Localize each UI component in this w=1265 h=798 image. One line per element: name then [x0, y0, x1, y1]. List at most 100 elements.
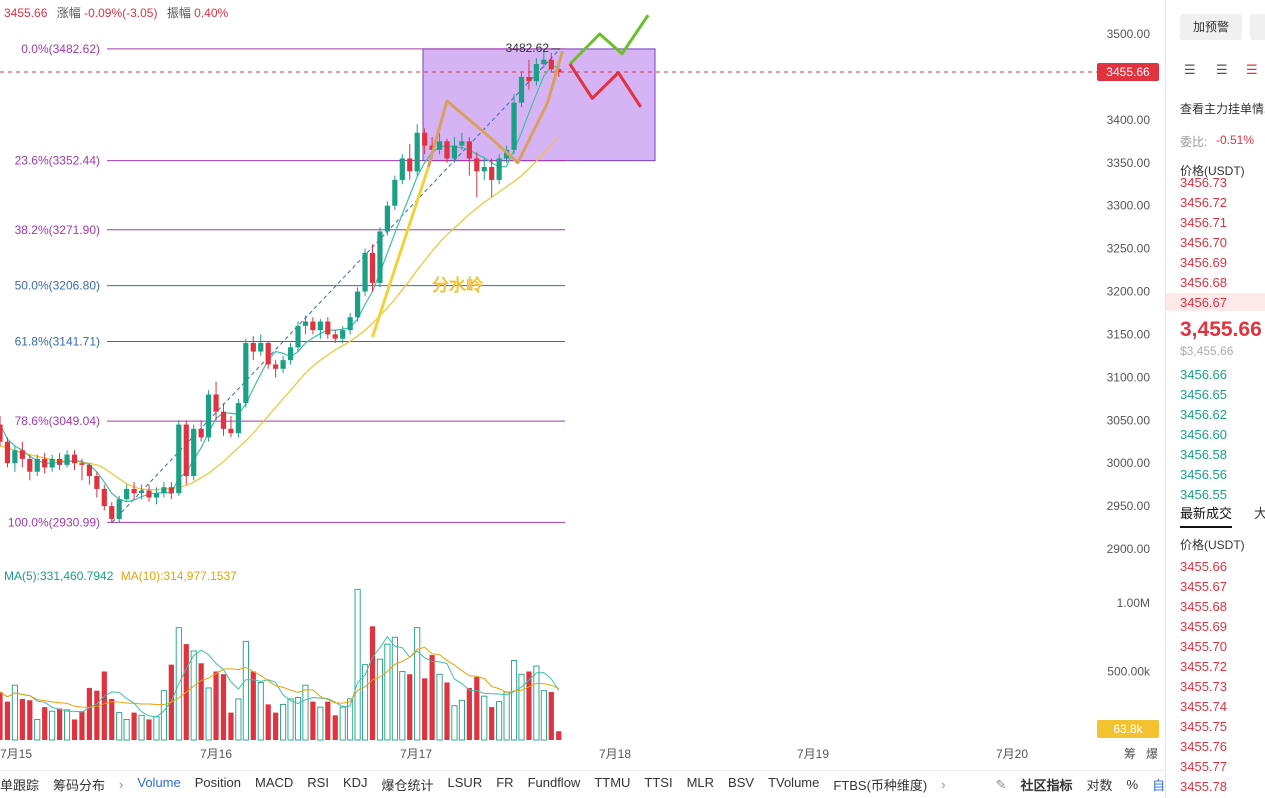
- volume-bar: [123, 719, 130, 741]
- volume-bar: [220, 674, 227, 740]
- candle: [191, 428, 197, 477]
- volume-bar: [376, 658, 384, 741]
- ticker-info: 3455.66 涨幅 -0.09%(-3.05) 振幅 0.40%: [4, 4, 228, 21]
- indicator-tab[interactable]: TVolume: [768, 775, 820, 790]
- highlight-row: [1166, 293, 1265, 311]
- depth-both-icon[interactable]: ☰: [1184, 62, 1196, 77]
- edit-icon[interactable]: ✎: [995, 776, 1007, 792]
- candle: [183, 424, 189, 477]
- trade-price: 3455.66: [1180, 559, 1227, 574]
- volume-bar: [399, 671, 406, 741]
- volume-bar: [0, 692, 3, 740]
- candle: [64, 454, 70, 465]
- more-button[interactable]: [1250, 14, 1265, 40]
- community-indicators-link[interactable]: 社区指标: [1020, 778, 1073, 793]
- candle: [0, 424, 3, 442]
- candle: [414, 132, 420, 172]
- trade-price: 3455.68: [1180, 599, 1227, 614]
- volume-bar: [407, 674, 413, 740]
- candle: [436, 141, 443, 150]
- volume-bar: [540, 690, 547, 741]
- indicator-tab[interactable]: FR: [496, 775, 514, 790]
- indicator-tab[interactable]: KDJ: [342, 775, 368, 790]
- candle: [228, 428, 234, 434]
- depth-bids-icon[interactable]: ☰: [1216, 62, 1228, 77]
- candle: [384, 205, 390, 232]
- y-axis-tick-label: 3400.00: [1107, 113, 1151, 127]
- candle: [12, 450, 18, 464]
- candle: [332, 334, 338, 339]
- indicator-tab[interactable]: TTMU: [594, 775, 631, 790]
- volume-bar: [466, 687, 472, 740]
- volume-bar: [310, 701, 316, 740]
- bid-price: 3456.60: [1180, 427, 1227, 442]
- change-value: -0.09%(-3.05): [84, 6, 158, 20]
- depth-asks-icon[interactable]: ☰: [1246, 62, 1258, 77]
- candle: [481, 167, 487, 172]
- log-scale-toggle[interactable]: 对数: [1086, 778, 1113, 793]
- volume-bar: [280, 703, 287, 741]
- volume-bar: [49, 710, 56, 741]
- candle: [511, 102, 517, 150]
- scenario-down-line: [568, 63, 642, 108]
- volume-bar: [511, 660, 518, 741]
- chevron-right-icon[interactable]: ›: [941, 777, 946, 792]
- indicator-tab[interactable]: Fundflow: [527, 775, 581, 790]
- tab-latest-trades[interactable]: 最新成交: [1180, 503, 1233, 528]
- chevron-right-icon[interactable]: ›: [119, 777, 124, 792]
- indicator-tab[interactable]: Volume: [137, 775, 181, 790]
- toolbar-item-chips[interactable]: 筹码分布: [53, 778, 106, 793]
- ratio-label: 委比:: [1180, 135, 1208, 149]
- indicator-tab[interactable]: FTBS(币种维度): [833, 778, 928, 793]
- volume-bar: [4, 701, 11, 740]
- current-price-tag: [1097, 63, 1159, 82]
- volume-bar: [332, 715, 338, 740]
- indicator-tab[interactable]: TTSI: [644, 775, 673, 790]
- last-price-usd: $3,455.66: [1180, 344, 1234, 358]
- add-alert-button[interactable]: 加预警: [1180, 14, 1242, 40]
- candle: [153, 493, 160, 498]
- percent-toggle[interactable]: %: [1126, 777, 1139, 792]
- volume-bar: [235, 698, 242, 741]
- toolbar-item-track[interactable]: 单跟踪: [0, 778, 40, 793]
- volume-bar: [556, 731, 562, 740]
- candle: [317, 321, 323, 331]
- candle: [176, 424, 182, 494]
- indicator-tab[interactable]: 爆仓统计: [381, 778, 434, 793]
- candle: [243, 343, 249, 404]
- candle: [474, 158, 480, 172]
- candle: [57, 458, 63, 465]
- volume-current-tag-text: 63.8k: [1113, 722, 1143, 736]
- candle: [302, 321, 309, 326]
- tab-large-trades[interactable]: 大: [1254, 503, 1265, 522]
- volume-bar: [526, 671, 532, 740]
- indicator-tab[interactable]: MACD: [255, 775, 294, 790]
- indicator-tab[interactable]: RSI: [307, 775, 329, 790]
- ask-price: 3456.69: [1180, 255, 1227, 270]
- candle: [451, 145, 458, 159]
- candle: [287, 347, 294, 361]
- fib-label: 100.0%(2930.99): [8, 515, 100, 529]
- x-axis-tick-label: 7月18: [599, 747, 631, 761]
- trade-price: 3455.72: [1180, 659, 1227, 674]
- candle: [399, 158, 405, 180]
- candle: [42, 458, 48, 468]
- indicator-tab[interactable]: MLR: [686, 775, 715, 790]
- volume-bar: [153, 716, 160, 741]
- x-axis-tick-label: 7月20: [996, 747, 1028, 761]
- amplitude-label: 振幅: [166, 6, 191, 20]
- candle: [325, 321, 331, 335]
- price-chart[interactable]: 0.0%(3482.62) 23.6%(3352.44) 38.2%(3271.90…: [0, 0, 1165, 770]
- indicator-tab[interactable]: BSV: [728, 775, 755, 790]
- candle: [49, 458, 55, 468]
- chart-area[interactable]: 0.0%(3482.62) 23.6%(3352.44) 38.2%(3271.90…: [0, 0, 1165, 770]
- depth-title[interactable]: 查看主力挂单情况: [1180, 102, 1265, 116]
- volume-bar: [205, 687, 212, 741]
- indicator-tab[interactable]: Position: [194, 775, 241, 790]
- bid-price: 3456.66: [1180, 367, 1227, 382]
- volume-bar: [496, 701, 503, 741]
- volume-bar: [347, 698, 354, 741]
- volume-bar: [190, 650, 197, 741]
- indicator-tab[interactable]: LSUR: [447, 775, 483, 790]
- candle: [466, 141, 472, 159]
